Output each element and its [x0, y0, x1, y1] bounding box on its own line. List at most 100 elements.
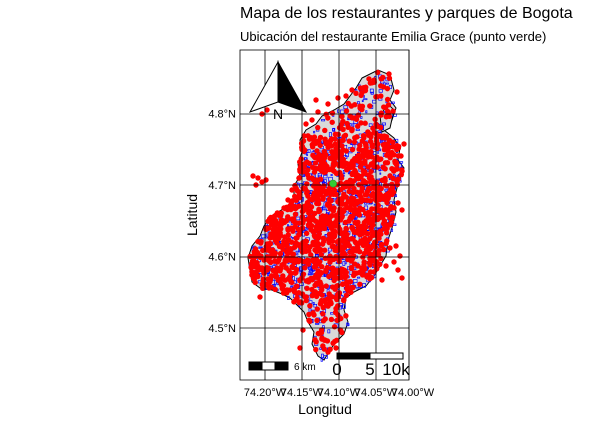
restaurant-point [386, 144, 392, 150]
restaurant-point [381, 210, 388, 217]
restaurant-point [359, 185, 366, 191]
restaurant-point [264, 107, 270, 113]
restaurant-point [346, 243, 352, 249]
restaurant-point [341, 244, 348, 251]
restaurant-point [288, 200, 294, 207]
park-feature [356, 286, 360, 290]
restaurant-point [304, 285, 310, 292]
restaurant-point [305, 279, 312, 285]
restaurant-point [367, 244, 373, 250]
park-feature [378, 89, 383, 93]
restaurant-point [338, 175, 345, 181]
restaurant-point [296, 220, 303, 226]
park-feature [313, 303, 317, 308]
park-feature [292, 276, 295, 281]
restaurant-point [322, 247, 328, 253]
scalebar-large-seg2 [369, 352, 404, 360]
x-tick-label: 74.10°W [318, 387, 361, 399]
restaurant-point [330, 151, 336, 158]
restaurant-point [357, 173, 363, 180]
x-tick-label: 74.15°W [281, 387, 324, 399]
restaurant-point [394, 181, 401, 188]
park-feature [394, 194, 397, 198]
scalebar-small-seg2 [261, 361, 276, 371]
restaurant-point [352, 206, 358, 212]
restaurant-point [293, 297, 299, 303]
restaurant-point [314, 306, 321, 312]
restaurant-point [331, 267, 338, 273]
restaurant-point [323, 283, 329, 289]
park-feature [360, 116, 363, 119]
restaurant-point [249, 269, 255, 275]
restaurant-point [303, 121, 309, 127]
restaurant-point [351, 271, 358, 277]
restaurant-point [310, 228, 316, 234]
restaurant-point [382, 135, 389, 141]
restaurant-point [378, 110, 385, 116]
restaurant-point [276, 231, 283, 238]
restaurant-point [319, 213, 326, 219]
restaurant-point [353, 90, 359, 97]
restaurant-point [272, 286, 278, 293]
restaurant-point [376, 156, 383, 163]
restaurant-point [375, 251, 382, 258]
restaurant-point [333, 191, 340, 198]
restaurant-point [298, 156, 304, 162]
restaurant-point [286, 276, 293, 282]
park-feature [361, 99, 364, 103]
park-feature [323, 208, 327, 211]
x-axis-title: Longitud [298, 401, 352, 417]
x-tick-label: 74.05°W [355, 387, 398, 399]
restaurant-point [340, 147, 346, 153]
restaurant-point [259, 265, 265, 271]
restaurant-point [322, 337, 328, 343]
restaurant-point [320, 311, 326, 317]
restaurant-point [353, 247, 360, 254]
restaurant-point [344, 286, 350, 292]
restaurants-layer [247, 69, 407, 359]
map-title: Mapa de los restaurantes y parques de Bo… [240, 5, 573, 22]
scalebar-large-label-5: 5 [365, 360, 374, 379]
restaurant-point [377, 228, 384, 234]
park-feature [398, 161, 404, 164]
park-feature [323, 179, 327, 183]
restaurant-point [297, 277, 303, 283]
restaurant-point [369, 206, 375, 212]
restaurant-point [253, 272, 259, 278]
restaurant-point [255, 175, 261, 181]
restaurant-point [361, 178, 367, 184]
restaurant-point [267, 259, 274, 266]
park-feature [362, 283, 366, 288]
restaurant-point [288, 246, 294, 253]
restaurant-point [376, 185, 382, 191]
restaurant-point [339, 162, 345, 169]
park-feature [352, 279, 358, 284]
restaurant-point [331, 324, 338, 330]
restaurant-point [352, 101, 358, 108]
restaurant-point [315, 261, 321, 267]
restaurant-point [296, 290, 302, 296]
restaurant-point [281, 205, 287, 211]
restaurant-point [329, 213, 335, 219]
restaurant-point [325, 201, 331, 207]
restaurant-point [324, 163, 330, 170]
restaurant-point [370, 252, 376, 259]
restaurant-point [370, 125, 376, 131]
restaurant-point [330, 220, 337, 227]
restaurant-point [292, 205, 299, 212]
restaurant-point [305, 167, 311, 173]
restaurant-point [309, 214, 316, 220]
park-feature [313, 130, 316, 134]
restaurant-point [380, 84, 387, 90]
restaurant-point [337, 152, 343, 158]
restaurant-point [347, 113, 353, 119]
restaurant-point [383, 229, 390, 236]
scalebar-large-label-10k: 10k [382, 360, 410, 379]
restaurant-point [319, 284, 325, 290]
restaurant-point [297, 230, 303, 237]
park-feature [327, 329, 331, 334]
restaurant-point [304, 190, 310, 196]
restaurant-point [304, 181, 310, 187]
restaurant-point [247, 253, 253, 259]
restaurant-point [365, 172, 372, 178]
